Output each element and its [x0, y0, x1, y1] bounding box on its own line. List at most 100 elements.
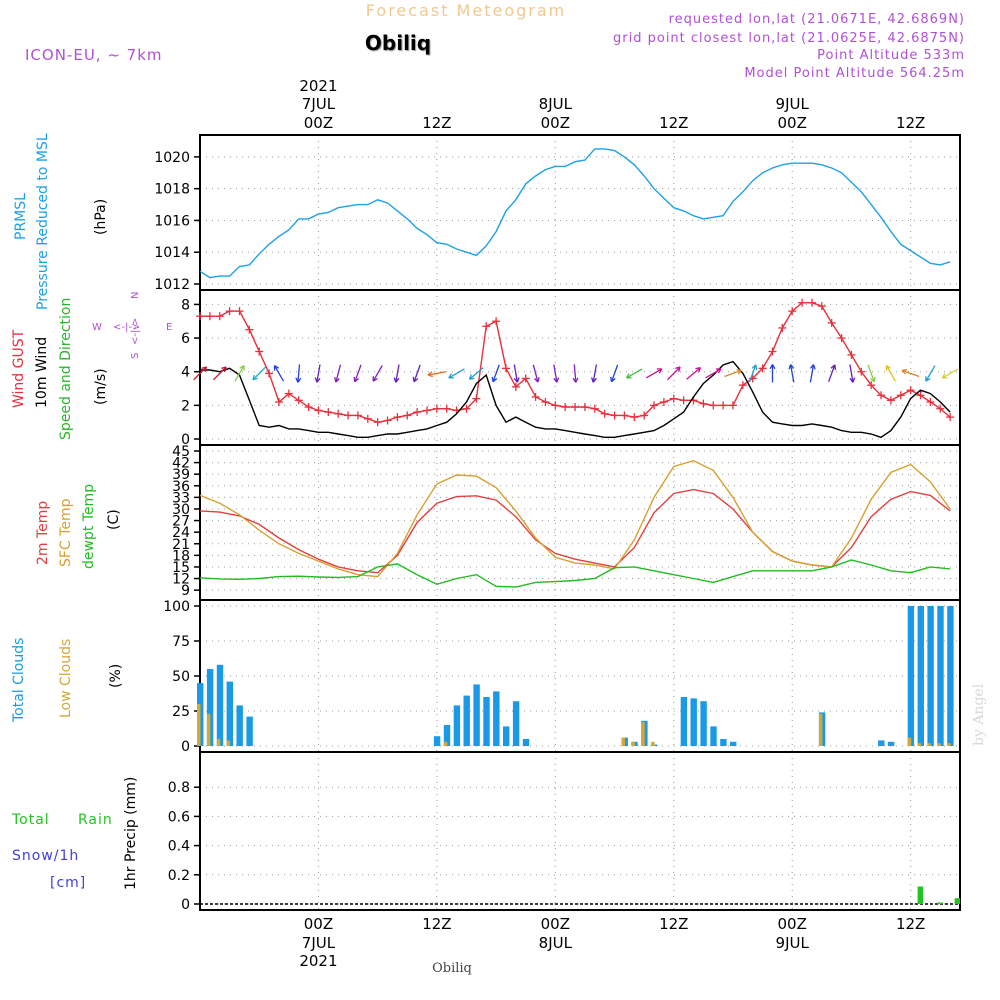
ytick-label: 0 [181, 432, 190, 448]
prmsl-label: PRMSL [13, 193, 29, 240]
gust-point [284, 389, 293, 398]
gust-point [896, 391, 905, 400]
gust-point [906, 386, 915, 395]
ytick-label: 27 [172, 514, 190, 530]
wind-arrow [901, 368, 920, 378]
date-tick-label: 8JUL [539, 95, 573, 113]
ytick-label: 42 [172, 456, 190, 472]
panel-clouds: 0 25 50 75 100 [163, 599, 961, 755]
low-cloud-bar [631, 741, 635, 746]
wind-arrow [412, 364, 421, 383]
series-line-2m-temp [199, 488, 951, 574]
ytick-label: 0 [181, 739, 190, 755]
total-cloud-bar [947, 606, 954, 746]
t2m-label: 2m Temp [35, 501, 51, 565]
compass-n: N [130, 292, 141, 299]
wind-arrow [273, 365, 285, 382]
snow-label: Snow/1h [12, 848, 79, 864]
panel-frame [199, 751, 961, 911]
gust-point [413, 408, 422, 417]
gust-point [580, 403, 589, 412]
gust-point [383, 416, 392, 425]
date-tick-label: 7JUL [302, 934, 336, 952]
ytick-label: 1014 [154, 245, 190, 261]
gust-point [294, 396, 303, 405]
gust-point [492, 317, 501, 326]
total-cloud-bar [512, 701, 520, 746]
panel-precipitation: 0 0.2 0.4 0.6 0.8 [168, 751, 961, 913]
ytick-label: 100 [163, 599, 190, 615]
wind-arrow [724, 368, 742, 378]
wind-arrow [353, 364, 362, 383]
gust-point [561, 403, 570, 412]
precip-axis-label: 1hr Precip (mm) [123, 777, 139, 890]
gust-point [225, 307, 234, 316]
gust-point [837, 334, 846, 343]
gust-point [215, 312, 224, 321]
gust-point [274, 397, 283, 406]
ytick-label: 75 [172, 634, 190, 650]
ytick-label: 1020 [154, 150, 190, 166]
total-cloud-bar [463, 695, 470, 746]
ytick-label: 2 [181, 398, 190, 414]
gust-point [610, 411, 619, 420]
ytick-label: 15 [172, 560, 190, 576]
time-tick-label: 00Z [304, 915, 333, 933]
gust-point [501, 364, 510, 373]
ytick-label: 8 [181, 297, 190, 313]
compass-s: S [130, 353, 141, 359]
wind-arrow [925, 365, 936, 382]
point-altitude: Point Altitude 533m [817, 48, 965, 63]
total-cloud-bar [206, 669, 214, 746]
gust-point [748, 374, 757, 383]
wind-arrow [252, 366, 267, 381]
gust-point [265, 369, 274, 378]
wind-arrow [788, 364, 795, 383]
total-cloud-bar [236, 705, 243, 746]
compass-rose: W <-|-> E <-|-> N S [92, 292, 172, 359]
gust-point [738, 381, 747, 390]
gust-point [541, 397, 550, 406]
gust-point [403, 411, 412, 420]
watermark: by Angel [971, 683, 987, 746]
low-clouds-label: Low Clouds [58, 639, 74, 718]
ytick-label: 39 [172, 467, 190, 483]
pressure-labels: PRMSL Pressure Reduced to MSL (hPa) [13, 133, 109, 310]
ytick-label: 21 [172, 537, 190, 553]
gust-point [877, 391, 886, 400]
ytick-label: 4 [181, 365, 190, 381]
ytick-label: 0.2 [168, 868, 190, 884]
year-tick-label: 2021 [299, 952, 337, 970]
tsfc-label: SFC Temp [58, 498, 74, 567]
footer-station: Obiliq [432, 961, 472, 976]
total-cloud-bar [730, 741, 737, 746]
gust-point [827, 318, 836, 327]
wind-arrow [666, 366, 681, 381]
compass-rose-symbol: <-|-> [113, 322, 140, 333]
gust-point [462, 404, 471, 413]
total-cloud-bar [433, 736, 441, 746]
low-cloud-bar [818, 713, 823, 746]
low-cloud-bar [206, 713, 211, 746]
gust-point [314, 406, 323, 415]
wind-arrow [448, 368, 465, 379]
total-cloud-bar [483, 697, 490, 746]
gust-point [334, 409, 343, 418]
low-cloud-bar [917, 743, 922, 746]
total-cloud-bar [453, 705, 461, 746]
ytick-label: 45 [172, 444, 190, 460]
total-cloud-bar [927, 606, 934, 746]
gust-point [304, 403, 313, 412]
ytick-label: 30 [172, 502, 190, 518]
time-tick-label: 00Z [778, 915, 807, 933]
ytick-label: 1012 [154, 277, 190, 293]
model-name: ICON-EU, ~ 7km [25, 46, 163, 64]
precip-bar [954, 898, 960, 904]
compass-ns-axis: <-|-> [130, 318, 141, 345]
wind-arrow [809, 364, 816, 383]
gust-point [728, 401, 737, 410]
total-cloud-bar [680, 697, 688, 746]
date-tick-label: 9JUL [776, 95, 810, 113]
